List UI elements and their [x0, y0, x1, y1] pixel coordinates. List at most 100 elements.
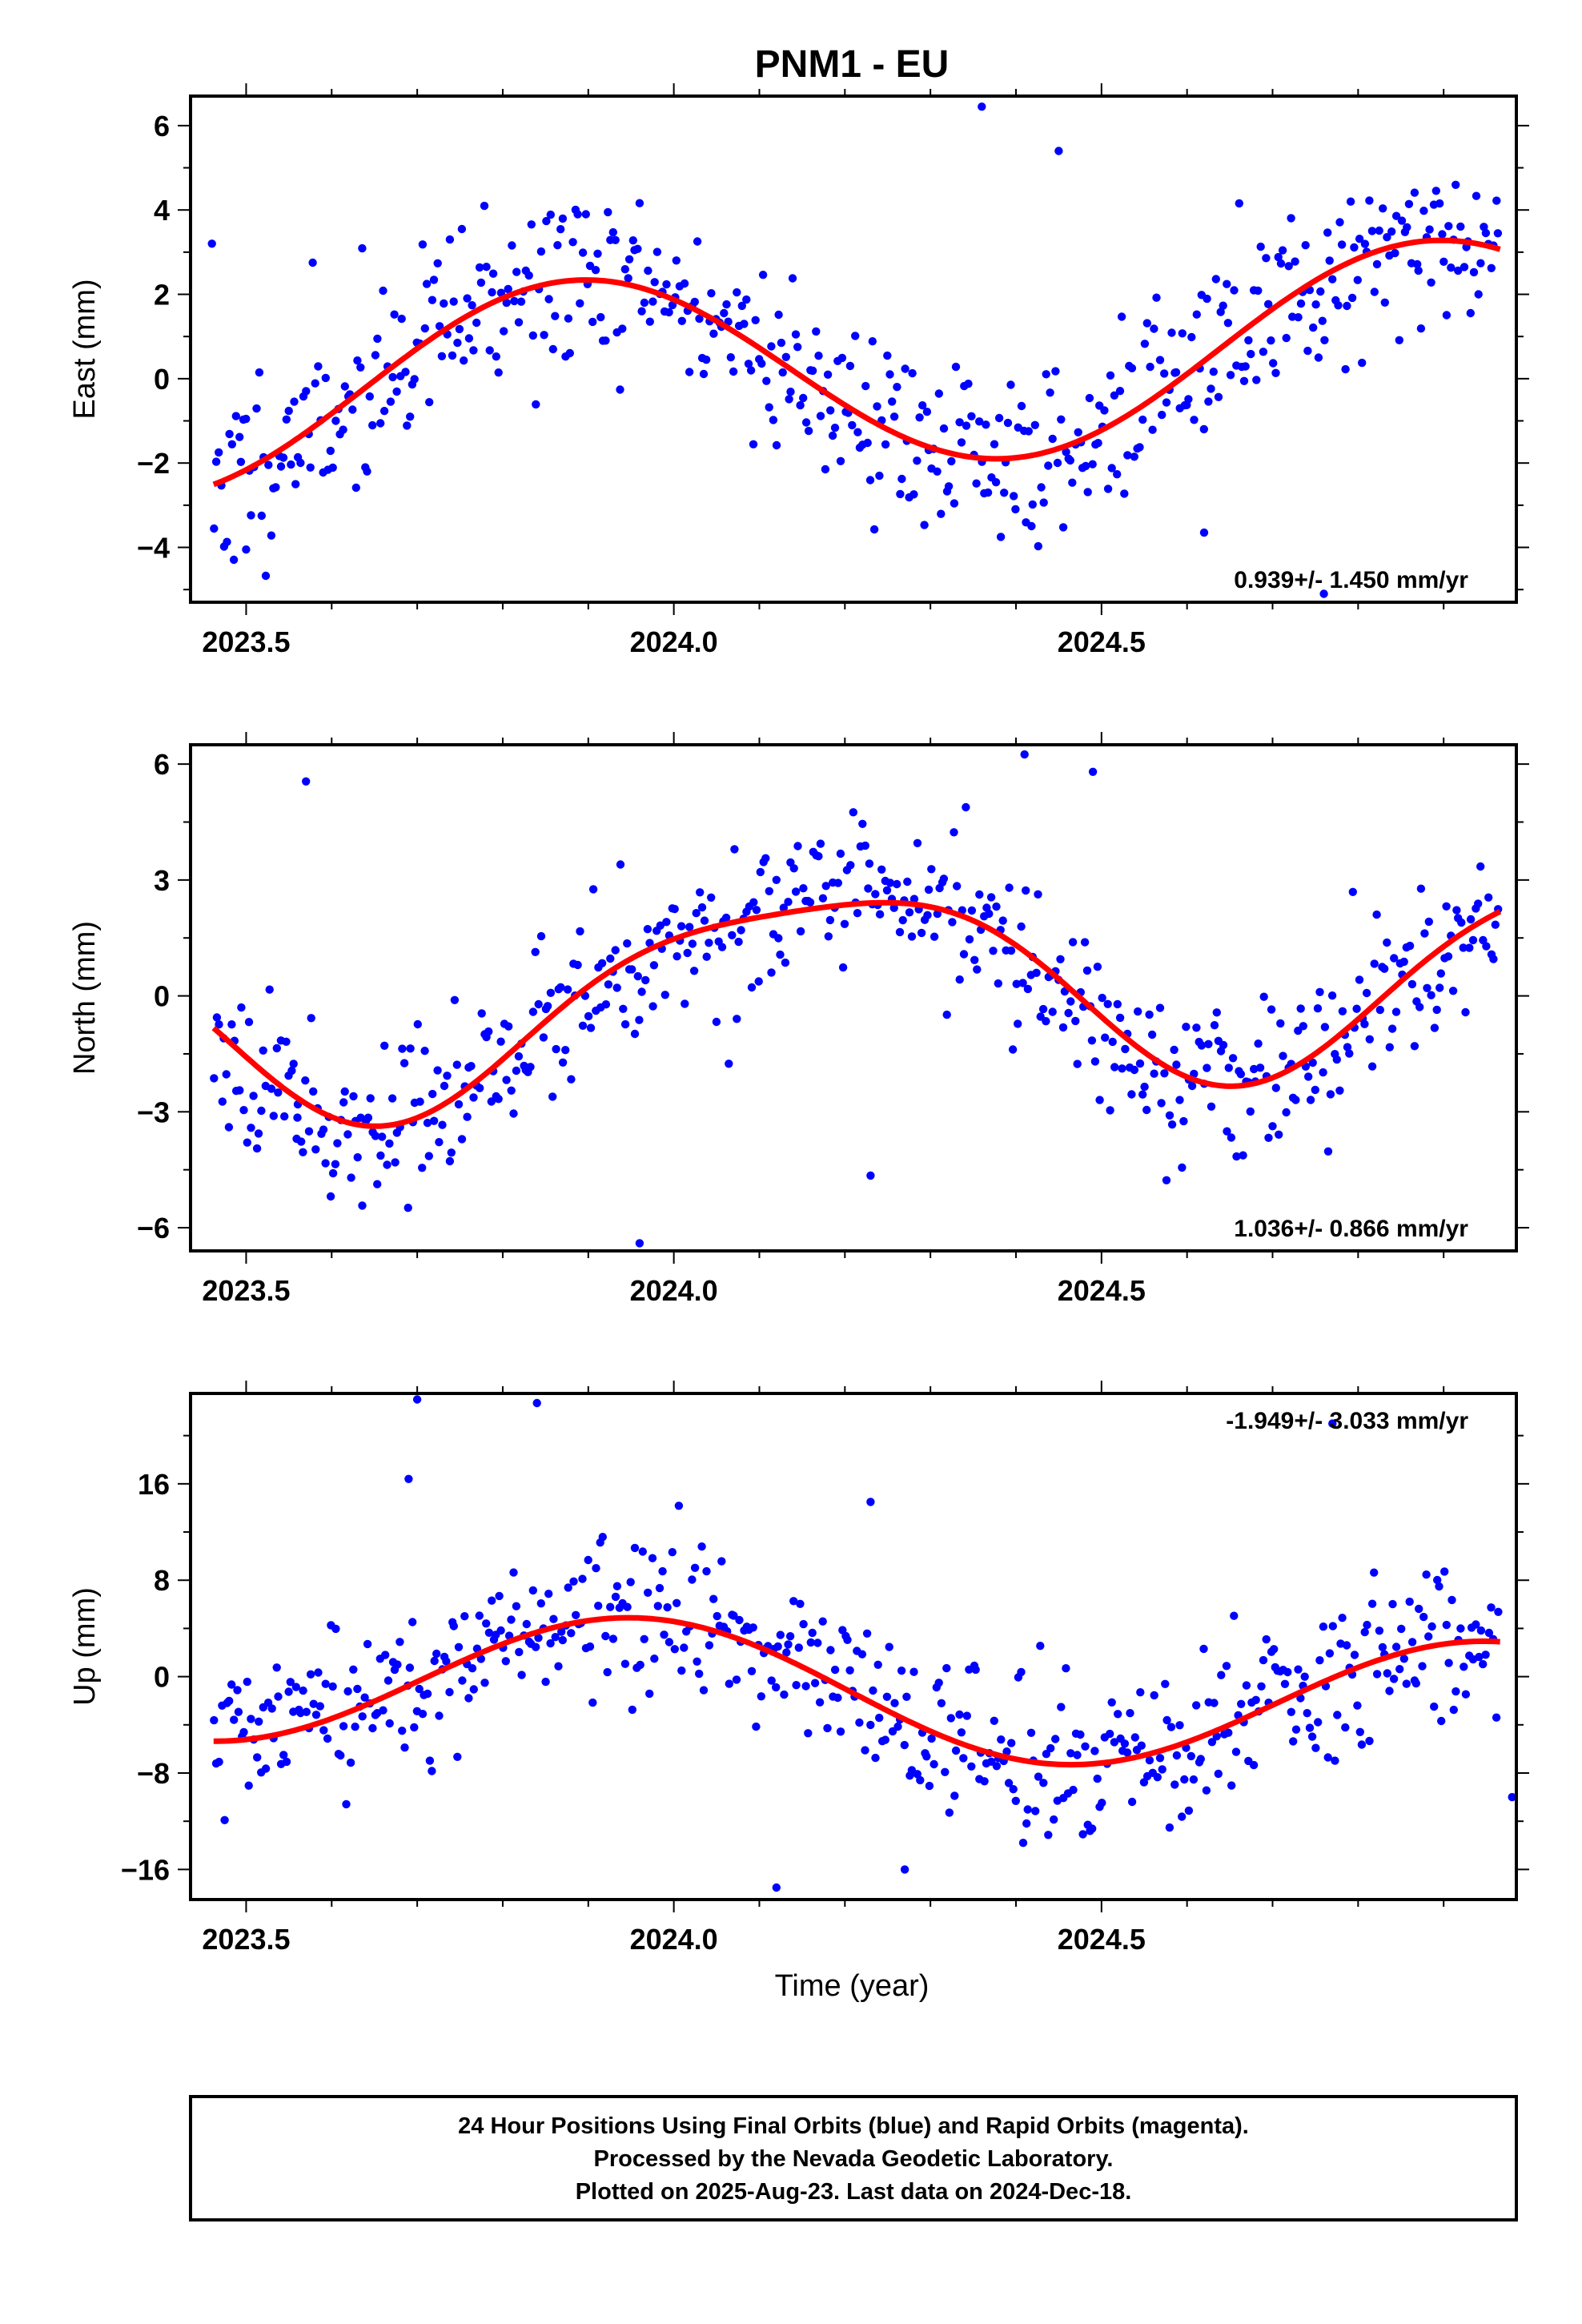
- north-data-point: [1210, 1021, 1219, 1030]
- north-data-point: [588, 885, 598, 894]
- up-data-point: [916, 1775, 925, 1785]
- east-data-point: [1397, 216, 1407, 225]
- north-data-point: [387, 1094, 397, 1103]
- up-data-point: [934, 1679, 943, 1687]
- north-data-point: [287, 1066, 296, 1076]
- north-data-point: [1308, 1058, 1317, 1068]
- up-data-point: [1287, 1707, 1296, 1716]
- north-data-point: [1038, 1004, 1048, 1014]
- east-panel: 2023.5 2024.0 2024.5 −4 −2 0 2 4 6 East (mm) 0.939…: [68, 83, 1529, 658]
- up-data-point: [1036, 1642, 1045, 1651]
- east-data-point: [861, 381, 870, 391]
- north-data-point: [1095, 1096, 1104, 1104]
- east-data-point: [785, 395, 793, 404]
- east-data-point: [1184, 395, 1193, 404]
- up-data-point: [435, 1711, 444, 1720]
- north-data-point: [512, 1066, 521, 1076]
- east-data-point: [1027, 521, 1036, 531]
- east-data-point: [267, 531, 276, 540]
- east-data-point: [1487, 263, 1496, 272]
- up-data-point: [1333, 1711, 1342, 1719]
- north-data-point: [1204, 1039, 1213, 1049]
- east-data-point: [403, 421, 412, 430]
- east-data-point: [1413, 259, 1422, 269]
- up-data-point: [464, 1694, 473, 1703]
- north-data-point: [774, 934, 783, 943]
- up-data-point: [1202, 1786, 1211, 1795]
- up-data-point: [1050, 1815, 1058, 1824]
- up-data-point: [468, 1664, 477, 1673]
- north-data-point: [712, 1017, 721, 1027]
- north-data-point: [866, 1171, 875, 1180]
- north-data-point: [616, 860, 625, 869]
- north-y-axis-label: North (mm): [68, 921, 102, 1075]
- east-data-point: [392, 387, 401, 396]
- north-data-point: [871, 890, 880, 899]
- up-data-point: [584, 1555, 592, 1565]
- east-data-point: [215, 448, 223, 457]
- north-data-point: [1135, 1059, 1145, 1068]
- east-data-point: [455, 324, 464, 334]
- east-data-point: [1046, 388, 1054, 397]
- up-data-point: [522, 1619, 531, 1629]
- up-data-point: [663, 1602, 672, 1612]
- north-data-point: [457, 1135, 467, 1144]
- up-data-point: [818, 1617, 827, 1626]
- east-data-point: [1403, 223, 1411, 231]
- east-data-point: [445, 235, 455, 244]
- north-data-point: [796, 927, 805, 936]
- up-data-point: [1331, 1756, 1339, 1765]
- east-data-point: [510, 296, 519, 306]
- east-data-point: [1444, 222, 1453, 231]
- up-data-point: [855, 1718, 864, 1727]
- up-data-point: [648, 1554, 657, 1562]
- north-data-point: [224, 1123, 234, 1132]
- east-data-point: [475, 263, 484, 272]
- east-data-point: [287, 460, 295, 469]
- east-data-point: [1057, 415, 1066, 424]
- up-data-point: [1311, 1743, 1320, 1752]
- east-data-point: [828, 431, 837, 440]
- east-data-point: [242, 414, 251, 424]
- north-data-point: [730, 845, 739, 854]
- north-data-point: [648, 1002, 657, 1011]
- east-data-point: [282, 415, 291, 424]
- up-data-point: [806, 1638, 815, 1647]
- east-data-point: [1367, 227, 1377, 235]
- east-data-point: [358, 243, 367, 253]
- up-data-point: [871, 1753, 880, 1763]
- north-data-point: [536, 931, 546, 941]
- east-data-point: [488, 287, 496, 297]
- up-data-point: [1026, 1728, 1036, 1737]
- north-data-point: [1275, 1130, 1283, 1140]
- north-data-point: [882, 886, 892, 895]
- north-data-point: [1271, 1084, 1281, 1092]
- up-data-point: [930, 1759, 938, 1769]
- north-data-point: [1326, 1090, 1335, 1099]
- up-data-point: [927, 1734, 936, 1743]
- up-data-point: [515, 1647, 524, 1657]
- up-data-point: [1114, 1710, 1122, 1719]
- east-data-point: [546, 210, 555, 219]
- up-data-point: [1259, 1655, 1268, 1665]
- north-y-tick-label: 6: [154, 748, 170, 781]
- up-data-point: [1251, 1695, 1260, 1704]
- east-data-point: [433, 259, 442, 267]
- east-data-point: [551, 312, 560, 320]
- north-data-point: [349, 1092, 358, 1101]
- north-data-point: [1267, 1005, 1276, 1014]
- north-data-point: [865, 859, 874, 868]
- east-data-point: [1301, 241, 1310, 250]
- up-data-point: [314, 1668, 323, 1677]
- east-data-point: [291, 480, 300, 489]
- north-data-point: [1304, 1072, 1313, 1081]
- east-data-point: [1375, 226, 1383, 235]
- north-data-point: [1264, 1133, 1273, 1143]
- up-data-point: [1165, 1823, 1174, 1832]
- east-data-point: [751, 316, 760, 324]
- north-data-point: [1172, 1060, 1181, 1069]
- up-data-point: [1508, 1792, 1516, 1802]
- up-data-point: [925, 1781, 934, 1791]
- up-data-point: [767, 1676, 776, 1685]
- east-data-point: [1416, 324, 1426, 333]
